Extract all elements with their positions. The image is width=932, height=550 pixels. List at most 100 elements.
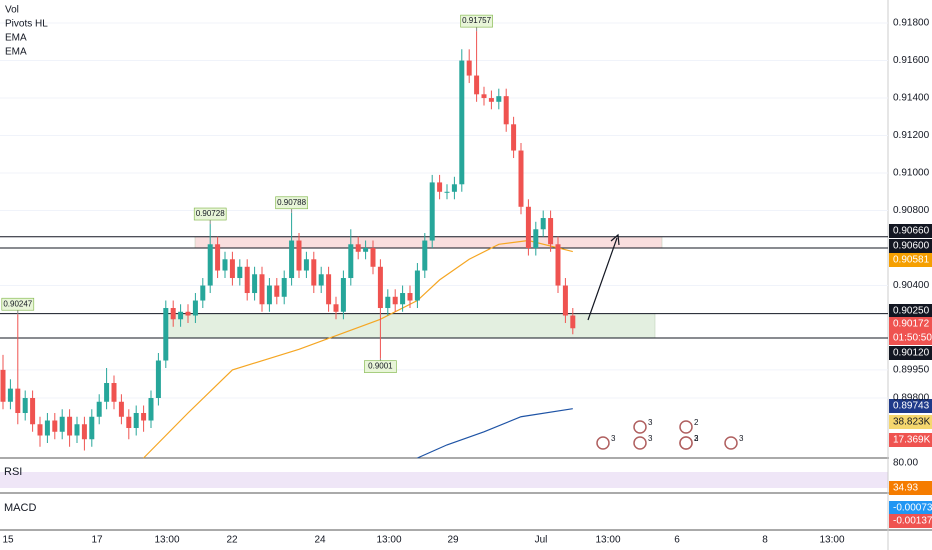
candle-body [555,244,561,286]
side-label-box [889,456,932,470]
candle-body [289,240,295,279]
x-tick-label: Jul [535,535,548,546]
rsi-title: RSI [4,466,22,478]
y-tick-label: 0.89800 [893,393,930,404]
candle-body [444,191,450,193]
event-count: 3 [694,434,699,443]
legend-entry: EMA [5,33,27,44]
candle-body [237,266,243,279]
candle-body [52,420,58,432]
x-tick-label: 15 [2,535,14,546]
side-label: 17.369K [893,435,931,446]
candle-body [540,218,546,230]
candle-body [170,308,176,320]
candle-body [392,296,398,305]
side-label: 80.00 [893,458,918,469]
candle-body [340,278,346,312]
candle-body [311,259,317,286]
candle-body [303,259,309,271]
candle-body [503,96,509,125]
macd-title: MACD [4,502,36,514]
candle-body [296,240,302,271]
pivot-label: 0.90728 [196,209,225,218]
side-label: 0.89743 [893,401,930,412]
event-icon [596,436,610,450]
candle-body [178,311,184,320]
side-label-box [889,481,932,495]
side-label: 01:50:50 [893,333,932,344]
event-icon [633,436,647,450]
level-label-box [889,224,932,238]
pivot-box [1,297,35,311]
arrow [587,237,618,321]
candle-body [466,60,472,76]
rsi-band [0,472,888,488]
candle-body [481,94,487,99]
candle-body [474,75,480,95]
pivot-label: 0.91757 [462,16,491,25]
candle-body [207,244,213,286]
candle-body [215,244,221,271]
pivot-box [364,360,397,373]
level-label-box [889,346,932,360]
candle-body [118,401,124,417]
side-label-box [889,415,932,429]
y-tick-label: 0.90400 [893,280,930,291]
legend-entry: EMA [5,47,27,58]
candle-body [67,416,73,436]
x-tick-label: 24 [314,535,326,546]
candle-body [133,413,139,429]
y-tick-label: 0.91000 [893,168,930,179]
candle-body [274,285,280,297]
pivot-box [275,196,308,210]
side-label: 38.823K [893,417,931,428]
candle-body [437,182,443,192]
candle-body [533,229,539,249]
side-label: 34.93 [893,483,918,494]
level-label: 0.90600 [893,241,930,252]
candle-body [200,285,206,301]
zone [164,313,656,339]
candle-body [333,304,339,312]
x-tick-label: 8 [762,535,768,546]
candle-body [148,398,154,421]
level-label: 0.90660 [893,226,930,237]
candle-body [326,274,332,305]
candle-body [89,416,95,440]
side-label-box [889,331,932,345]
candle-body [244,266,250,294]
x-tick-label: 13:00 [819,535,844,546]
candle-body [370,248,376,267]
event-icon [679,420,693,434]
candle-body [414,270,420,301]
event-count: 3 [739,434,744,443]
candle-body [318,274,324,286]
candle-body [355,244,361,252]
candle-body [385,296,391,309]
candle-body [15,388,21,414]
candle-body [44,420,50,436]
candle-body [81,424,87,440]
candle-body [111,383,117,402]
pivot-box [193,207,227,221]
candle-body [518,150,524,207]
event-count: 2 [694,434,699,443]
pivot-label: 0.9001 [368,362,393,371]
candle-body [562,285,568,316]
candle-body [400,293,406,305]
side-label: 0.90581 [893,255,930,266]
candle-body [459,60,465,185]
candle-body [30,398,36,425]
candle-body [185,311,191,316]
level-label: 0.90250 [893,306,930,317]
side-label-box [889,253,932,267]
level-label-box [889,239,932,253]
arrow-head [610,233,620,246]
side-label: 0.90172 [893,319,930,330]
candle-body [126,416,132,429]
candle-body [363,248,369,252]
event-count: 3 [648,434,653,443]
pivot-box [460,14,493,28]
